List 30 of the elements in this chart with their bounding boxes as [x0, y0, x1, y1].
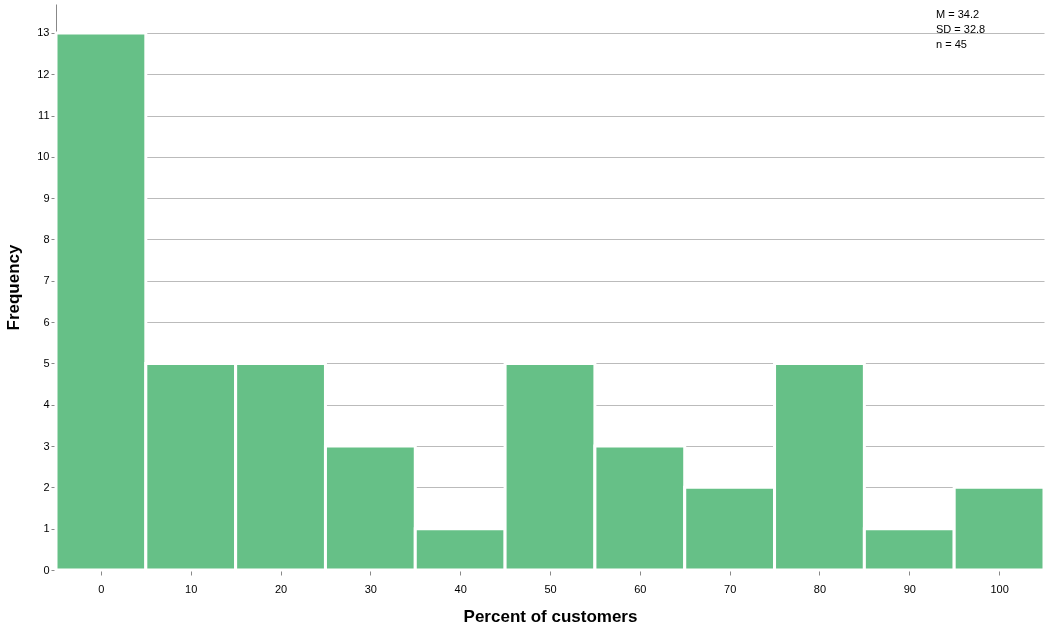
y-tick-label: 4 [43, 398, 50, 411]
y-axis-title: Frequency [4, 243, 24, 331]
y-tick-label: 0 [43, 563, 50, 576]
y-tick-label: 6 [43, 315, 50, 328]
x-tick-label: 90 [903, 582, 916, 595]
x-tick-label: 80 [813, 582, 827, 595]
x-tick-label: 20 [274, 582, 288, 595]
x-tick-label: 10 [185, 582, 198, 595]
y-tick-label: 8 [43, 232, 50, 245]
annotation: M = 34.2 [936, 7, 980, 20]
x-axis-title: Percent of customers [463, 606, 638, 626]
y-tick-label: 9 [43, 191, 50, 204]
y-tick-label: 5 [43, 356, 50, 369]
y-tick-label: 10 [37, 150, 50, 163]
x-tick-label: 60 [634, 582, 647, 595]
y-tick-label: 12 [37, 67, 50, 80]
x-tick-label: 0 [98, 582, 105, 595]
x-tick-label: 70 [724, 582, 737, 595]
y-tick-label: 11 [38, 109, 50, 122]
y-tick-label: 7 [43, 274, 50, 287]
y-tick-label: 13 [37, 26, 50, 39]
y-tick-label: 3 [43, 439, 50, 452]
annotation: SD = 32.8 [936, 23, 986, 35]
x-tick-label: 30 [364, 582, 377, 595]
y-tick-label: 1 [43, 522, 50, 535]
annotation: n = 45 [936, 38, 967, 51]
x-tick-label: 50 [544, 582, 557, 595]
y-tick-label: 2 [43, 480, 50, 493]
x-tick-label: 40 [454, 582, 467, 595]
x-tick-label: 100 [990, 582, 1009, 595]
